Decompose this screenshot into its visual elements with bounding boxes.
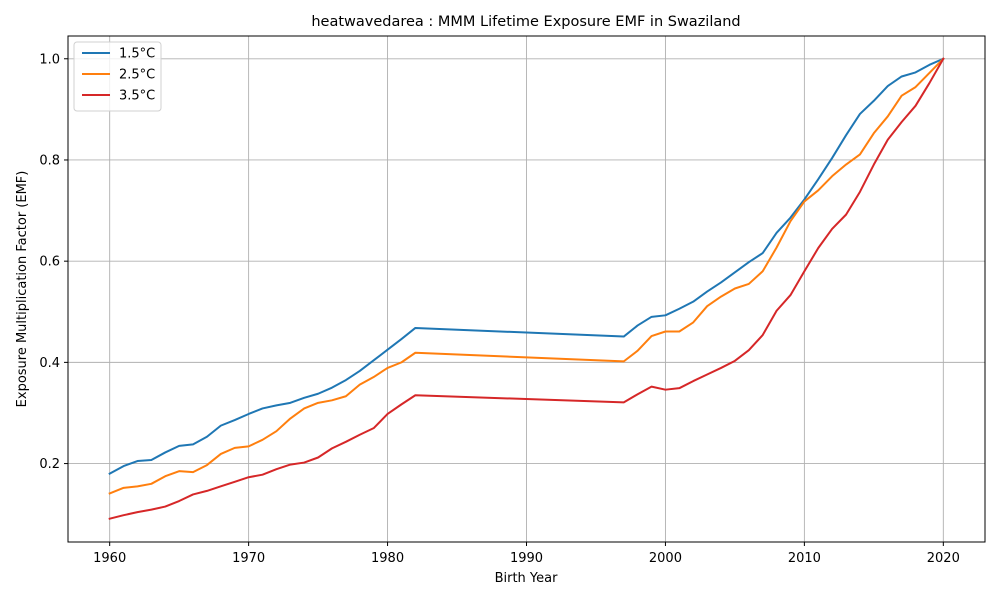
y-axis-label: Exposure Multiplication Factor (EMF) <box>15 171 30 408</box>
x-axis-label: Birth Year <box>495 571 559 586</box>
x-tick-label: 2010 <box>788 551 821 566</box>
legend-label: 1.5°C <box>119 47 155 62</box>
x-tick-label: 1960 <box>93 551 126 566</box>
legend-box <box>73 41 162 112</box>
chart-title: heatwavedarea : MMM Lifetime Exposure EM… <box>311 14 740 30</box>
y-axis: 0.2 0.4 0.6 0.8 1.0 <box>39 52 68 472</box>
x-tick-label: 2020 <box>927 551 960 566</box>
y-tick-label: 0.6 <box>39 255 60 270</box>
x-tick-label: 1970 <box>232 551 265 566</box>
grid-lines <box>68 36 985 542</box>
x-tick-label: 1990 <box>510 551 543 566</box>
legend: 1.5°C 2.5°C 3.5°C <box>73 41 162 112</box>
x-tick-label: 1980 <box>371 551 404 566</box>
x-tick-label: 2000 <box>649 551 682 566</box>
series-line-1 <box>108 57 945 476</box>
y-tick-label: 0.2 <box>39 457 60 472</box>
series-line-2 <box>108 57 945 495</box>
legend-label: 3.5°C <box>119 89 155 104</box>
y-tick-label: 1.0 <box>39 52 60 67</box>
series-layer <box>108 57 945 520</box>
x-axis: 1960 1970 1980 1990 2000 2010 2020 <box>93 542 960 566</box>
y-tick-label: 0.4 <box>39 356 60 371</box>
legend-label: 2.5°C <box>119 68 155 83</box>
y-tick-label: 0.8 <box>39 153 60 168</box>
series-line-3 <box>108 57 945 520</box>
